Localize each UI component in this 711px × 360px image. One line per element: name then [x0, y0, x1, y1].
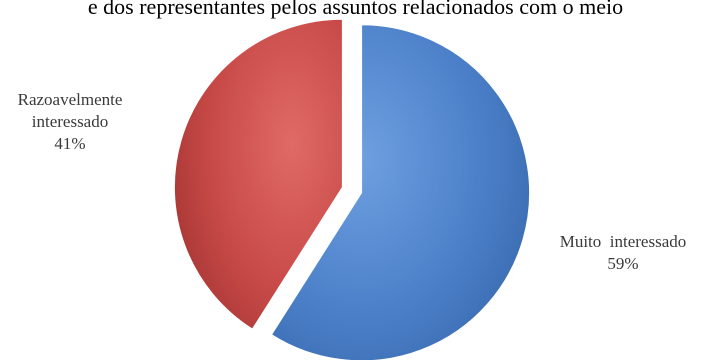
pie-slice-muito-interessado [270, 24, 531, 360]
slice-label-razoavelmente-line2: interessado [31, 112, 109, 131]
slice-label-razoavelmente-pct: 41% [54, 134, 86, 153]
slice-label-muito-line1: Muito interessado [559, 232, 687, 251]
slice-label-razoavelmente: Razoavelmente interessado 41% [0, 89, 140, 155]
slice-label-muito: Muito interessado 59% [536, 231, 710, 275]
slice-label-muito-pct: 59% [607, 254, 639, 273]
slice-label-razoavelmente-line1: Razoavelmente [17, 90, 123, 109]
pie-slice-razoavelmente-interessado [173, 18, 343, 330]
chart-title: e dos representantes pelos assuntos rela… [87, 0, 624, 19]
